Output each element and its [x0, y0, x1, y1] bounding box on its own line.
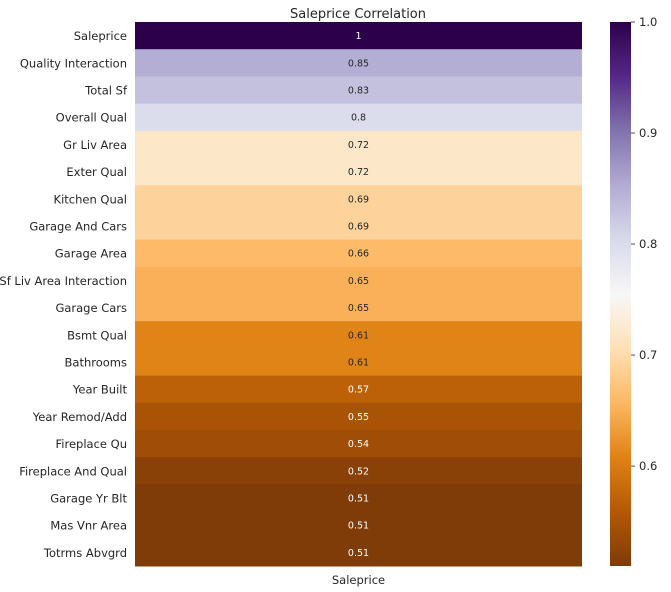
cell-value-label: 0.66: [348, 249, 369, 260]
chart-title: Saleprice Correlation: [290, 7, 426, 22]
x-tick-label: Saleprice: [332, 573, 385, 587]
y-tick-label: Exter Qual: [66, 165, 127, 179]
cell-value-label: 0.69: [348, 194, 369, 205]
y-tick-label: Year Remod/Add: [32, 410, 127, 424]
y-tick-label: Total Sf: [84, 84, 128, 98]
cell-value-label: 0.51: [348, 494, 369, 505]
cell-value-label: 0.69: [348, 222, 369, 233]
heatmap-cell: [135, 538, 582, 567]
heatmap-cell: [135, 103, 582, 132]
colorbar: 0.6 0.7 0.8 0.9 1.0: [610, 15, 657, 566]
colorbar-gradient: [610, 22, 631, 566]
cell-value-label: 0.57: [348, 385, 369, 396]
colorbar-tick-label: 1.0: [639, 15, 657, 29]
heatmap-cell: [135, 158, 582, 186]
y-tick-label: Garage Area: [55, 247, 127, 261]
heatmap-cell: [135, 321, 582, 349]
cell-value-label: 0.8: [351, 113, 366, 124]
cell-value-label: 0.54: [348, 439, 369, 450]
y-tick-label: Year Built: [72, 383, 128, 397]
y-tick-label: Garage Cars: [55, 301, 127, 315]
y-tick-label: Mas Vnr Area: [50, 519, 127, 533]
cell-value-label: 0.65: [348, 276, 369, 287]
heatmap-cell: [135, 185, 582, 213]
colorbar-tick-label: 0.9: [639, 126, 657, 140]
y-tick-label: Kitchen Qual: [54, 192, 127, 206]
y-tick-label: Bsmt Qual: [67, 328, 127, 342]
cell-value-label: 1: [355, 31, 361, 42]
y-tick-label: Garage Yr Blt: [50, 492, 127, 506]
cell-value-label: 0.61: [348, 330, 369, 341]
heatmap-cell: [135, 348, 582, 377]
cell-value-label: 0.72: [348, 167, 369, 178]
x-axis: Saleprice: [332, 573, 385, 587]
cell-value-label: 0.85: [348, 58, 369, 69]
heatmap-cell: [135, 430, 582, 458]
cell-value-label: 0.55: [348, 412, 369, 423]
y-tick-label: Quality Interaction: [20, 56, 127, 70]
y-tick-label: Gr Liv Area: [63, 138, 127, 152]
heatmap-cell: [135, 239, 582, 268]
heatmap-cell: [135, 484, 582, 513]
cell-value-label: 0.72: [348, 140, 369, 151]
heatmap-cell: [135, 511, 582, 540]
heatmap-cell: [135, 294, 582, 322]
heatmap-cell: [135, 457, 582, 485]
heatmap-cell: [135, 130, 582, 159]
y-tick-label: Totrms Abvgrd: [43, 546, 127, 560]
y-tick-label: Saleprice: [74, 29, 127, 43]
y-tick-label: Bathrooms: [65, 356, 127, 370]
heatmap-cell: [135, 49, 582, 77]
cell-value-label: 0.51: [348, 521, 369, 532]
heatmap-cell: [135, 266, 582, 295]
heatmap-cell: [135, 212, 582, 241]
heatmap-cell: [135, 76, 582, 105]
y-tick-label: Overall Qual: [56, 111, 127, 125]
heatmap-rows: 1 Saleprice 0.85 Quality Interaction 0.83 Tot…: [0, 22, 582, 567]
cell-value-label: 0.52: [348, 466, 369, 477]
cell-value-label: 0.83: [348, 86, 369, 97]
cell-value-label: 0.65: [348, 303, 369, 314]
colorbar-tick-label: 0.8: [639, 237, 657, 251]
cell-value-label: 0.51: [348, 548, 369, 559]
y-tick-label: Fireplace Qu: [56, 437, 127, 451]
colorbar-tick-label: 0.7: [639, 348, 657, 362]
y-tick-label: Garage And Cars: [29, 220, 127, 234]
y-tick-label: Fireplace And Qual: [19, 464, 127, 478]
heatmap-cell: [135, 375, 582, 404]
colorbar-tick-label: 0.6: [639, 459, 657, 473]
heatmap-cell: [135, 22, 582, 50]
y-tick-label: Sf Liv Area Interaction: [0, 274, 127, 288]
cell-value-label: 0.61: [348, 358, 369, 369]
heatmap-cell: [135, 402, 582, 431]
